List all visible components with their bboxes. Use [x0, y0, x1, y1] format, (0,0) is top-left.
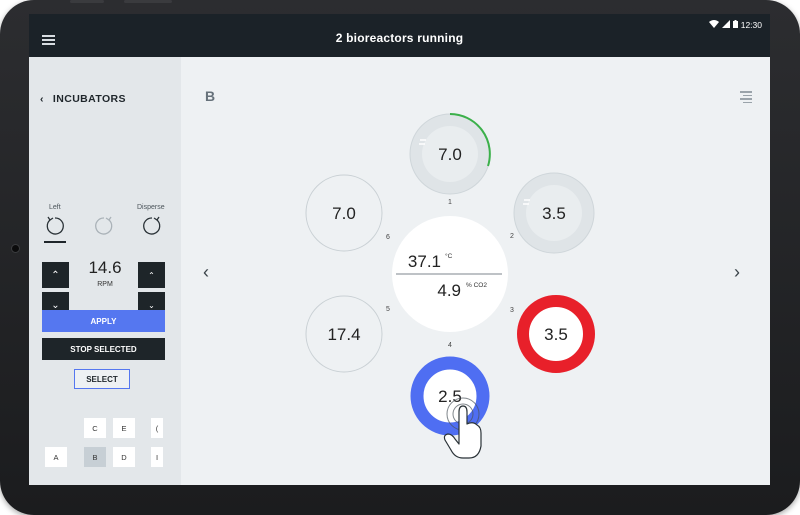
grid-cell-c[interactable]: C: [84, 418, 106, 438]
grid-cell-partial-2[interactable]: I: [151, 447, 163, 467]
rpm-label: RPM: [97, 281, 113, 288]
status-time: 12:30: [740, 20, 762, 30]
increase-rpm-button[interactable]: ⌃: [42, 262, 69, 288]
reactor-value: 3.5: [542, 204, 566, 223]
reactor-3[interactable]: 3.5: [517, 295, 595, 373]
reactor-2[interactable]: 3.5: [513, 172, 595, 254]
chevron-down-icon: ⌄: [148, 300, 155, 310]
stop-selected-button[interactable]: STOP SELECTED: [42, 338, 165, 360]
temperature-value: 37.1: [408, 252, 441, 271]
co2-value: 4.9: [437, 281, 461, 300]
battery-icon: [732, 20, 738, 30]
screen: 2 bioreactors running 12:30 ‹ INCUBATORS …: [29, 14, 770, 485]
select-button[interactable]: SELECT: [74, 369, 130, 389]
chevron-left-icon: ‹: [40, 93, 44, 105]
rotate-icon[interactable]: [93, 215, 115, 237]
reactor-position-4: 4: [448, 342, 452, 349]
back-button[interactable]: ‹ INCUBATORS: [40, 93, 126, 105]
reactor-position-6: 6: [386, 234, 390, 241]
wifi-icon: [708, 20, 719, 30]
grid-cell-b[interactable]: B: [84, 447, 106, 467]
grid-cell-e[interactable]: E: [113, 418, 135, 438]
temperature-unit: °C: [445, 252, 453, 260]
sidebar: ‹ INCUBATORS Left Disperse ⌃ ⌄ ⌃ ⌄ 14.6 R…: [29, 57, 181, 485]
volume-button: [124, 0, 172, 3]
hamburger-menu-icon[interactable]: [42, 35, 55, 47]
dash-marks: [419, 139, 426, 145]
grid-cell-partial[interactable]: (: [151, 418, 163, 438]
chevron-up-icon: ⌃: [51, 269, 60, 281]
previous-arrow-icon[interactable]: ‹: [203, 262, 209, 282]
chevron-up-icon: ⌃: [148, 270, 155, 280]
reactor-1[interactable]: 7.0: [409, 113, 491, 195]
active-mode-underline: [44, 241, 66, 243]
status-bar: 12:30: [708, 20, 762, 30]
rpm-value: 14.6: [88, 258, 122, 277]
reactor-ring: 37.1 °C 4.9 % CO2 7.0 1 3.5 2: [305, 113, 595, 459]
grid-cell-a[interactable]: A: [45, 447, 67, 467]
top-bar: 2 bioreactors running 12:30: [29, 14, 770, 57]
reactor-position-3: 3: [510, 307, 514, 314]
next-arrow-icon[interactable]: ›: [734, 262, 740, 282]
camera-icon: [12, 245, 19, 252]
reactor-4[interactable]: 2.5: [410, 356, 490, 436]
reactor-value: 3.5: [544, 325, 568, 344]
reactor-5[interactable]: 17.4: [305, 295, 383, 373]
reactor-value: 2.5: [438, 387, 462, 406]
reactor-value: 7.0: [332, 204, 356, 223]
back-label: INCUBATORS: [52, 93, 126, 105]
reactor-position-2: 2: [510, 233, 514, 240]
apply-button[interactable]: APPLY: [42, 310, 165, 332]
page-title: 2 bioreactors running: [335, 31, 464, 45]
reactor-value: 17.4: [327, 325, 360, 344]
chevron-down-icon: ⌄: [51, 299, 60, 311]
reactor-position-1: 1: [448, 199, 452, 206]
reactor-position-5: 5: [386, 306, 390, 313]
grid-cell-d[interactable]: D: [113, 447, 135, 467]
progress-arc: [449, 113, 491, 167]
touch-hand-icon: [443, 397, 482, 459]
dash-marks: [523, 199, 530, 205]
left-label: Left: [49, 204, 61, 211]
disperse-icon[interactable]: [141, 215, 163, 237]
rotate-left-icon[interactable]: [44, 215, 66, 237]
increase-rpm-fine-button[interactable]: ⌃: [138, 262, 165, 288]
reactor-value: 7.0: [438, 145, 462, 164]
power-button: [70, 0, 104, 3]
co2-unit: % CO2: [466, 282, 487, 289]
reactor-6[interactable]: 7.0: [305, 174, 383, 252]
signal-icon: [721, 20, 730, 30]
list-menu-icon[interactable]: [740, 91, 752, 105]
station-label: B: [205, 88, 216, 104]
disperse-label: Disperse: [137, 204, 165, 211]
